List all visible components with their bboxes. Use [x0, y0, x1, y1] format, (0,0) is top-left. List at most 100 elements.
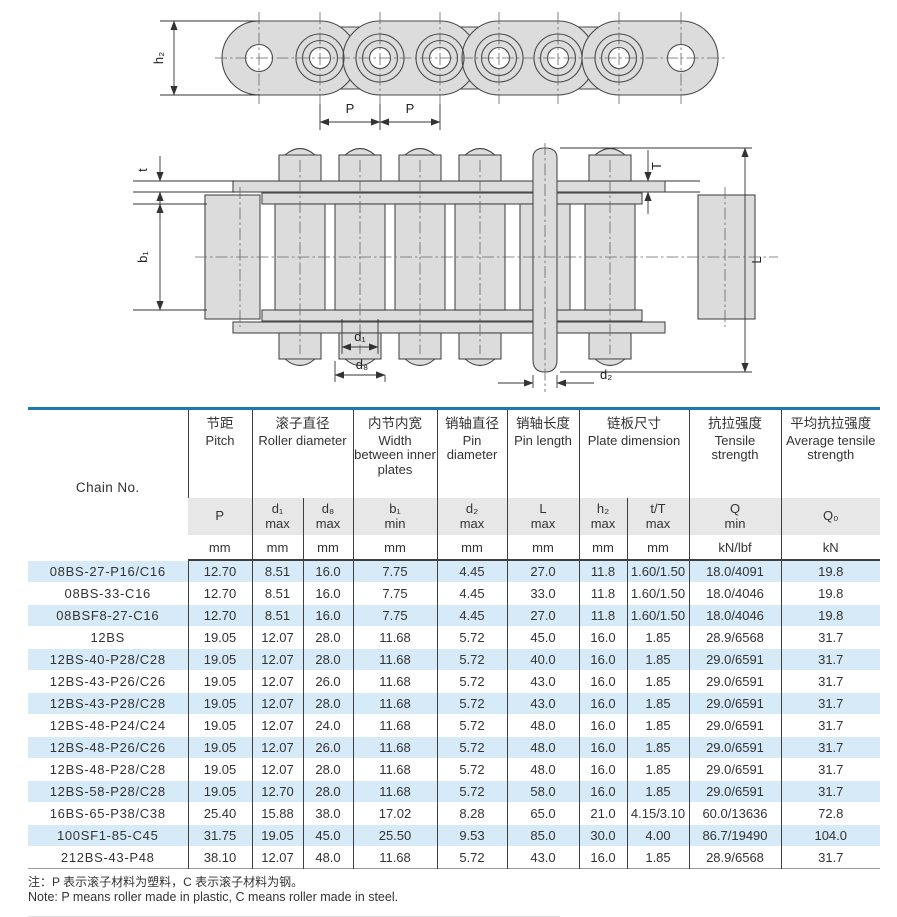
- dim-label-p-left: P: [346, 101, 355, 116]
- value-cell: 16.0: [578, 758, 627, 781]
- unit-cell: mm: [506, 535, 579, 561]
- value-cell: 5.72: [436, 758, 507, 781]
- group-pin-diameter: 销轴直径 Pin diameter: [436, 408, 507, 498]
- dimension-T: T: [644, 150, 700, 214]
- dim-label-t: t: [135, 168, 150, 172]
- dim-label-d1: d₁: [354, 329, 366, 344]
- value-cell: 19.05: [187, 780, 252, 803]
- group-tensile-strength: 抗拉强度 Tensile strength: [688, 408, 781, 498]
- value-cell: 5.72: [436, 780, 507, 803]
- table-row: 12BS 19.05 12.07 28.0 11.68 5.72 45.0 16…: [28, 626, 880, 649]
- unit-cell: mm: [436, 535, 507, 561]
- unit-cell: mm: [251, 535, 303, 561]
- value-cell: 24.0: [302, 714, 353, 737]
- value-cell: 27.0: [506, 604, 579, 627]
- chain-no-cell: 12BS-48-P26/C26: [49, 740, 166, 755]
- value-cell: 40.0: [506, 648, 579, 671]
- value-cell: 19.05: [187, 648, 252, 671]
- value-cell: 1.85: [626, 758, 689, 781]
- value-cell: 7.75: [352, 604, 437, 627]
- table-row: 08BS-27-P16/C16 12.70 8.51 16.0 7.75 4.4…: [28, 560, 880, 583]
- value-cell: 1.85: [626, 736, 689, 759]
- value-cell: 11.68: [352, 714, 437, 737]
- value-cell: 12.07: [251, 846, 303, 869]
- value-cell: 5.72: [436, 648, 507, 671]
- value-cell: 28.0: [302, 626, 353, 649]
- value-cell: 19.05: [251, 824, 303, 847]
- value-cell: 29.0/6591: [688, 758, 781, 781]
- value-cell: 11.68: [352, 780, 437, 803]
- value-cell: 43.0: [506, 670, 579, 693]
- value-cell: 16.0: [578, 736, 627, 759]
- dimension-d1-d8: d₁ d₈: [334, 319, 386, 382]
- bottom-divider: [28, 915, 560, 917]
- dim-label-d8: d₈: [356, 357, 369, 372]
- group-label-en: Pin length: [514, 432, 572, 448]
- centerlines-plan: [195, 143, 778, 392]
- value-cell: 19.05: [187, 692, 252, 715]
- group-label-zh: 销轴直径: [445, 416, 499, 431]
- group-label-en: Plate dimension: [587, 432, 681, 448]
- header-unit-row: mm mm mm mm mm mm mm mm kN/lbf kN: [28, 535, 880, 561]
- value-cell: 5.72: [436, 736, 507, 759]
- chain-plan-view-drawing: t b₁ T L d₁ d₈: [133, 143, 778, 392]
- group-label-en: Tensile strength: [711, 432, 759, 463]
- value-cell: 18.0/4091: [688, 560, 781, 583]
- header-group-row: Chain No. 节距 Pitch 滚子直径 Roller diameter …: [28, 408, 880, 498]
- value-cell: 12.07: [251, 692, 303, 715]
- value-cell: 16.0: [578, 670, 627, 693]
- value-cell: 16.0: [578, 626, 627, 649]
- dim-label-p-right: P: [406, 101, 415, 116]
- value-cell: 11.68: [352, 692, 437, 715]
- value-cell: 19.05: [187, 758, 252, 781]
- value-cell: 31.7: [780, 648, 880, 671]
- value-cell: 26.0: [302, 736, 353, 759]
- table-row: 12BS-48-P28/C28 19.05 12.07 28.0 11.68 5…: [28, 758, 880, 781]
- value-cell: 104.0: [780, 824, 880, 847]
- table-row: 12BS-43-P28/C28 19.05 12.07 28.0 11.68 5…: [28, 692, 880, 715]
- value-cell: 19.8: [780, 560, 880, 583]
- value-cell: 19.05: [187, 736, 252, 759]
- value-cell: 8.28: [436, 802, 507, 825]
- chain-no-cell: 12BS-48-P24/C24: [49, 718, 166, 733]
- value-cell: 19.05: [187, 714, 252, 737]
- value-cell: 48.0: [506, 758, 579, 781]
- corner-header-chain-no: Chain No.: [75, 480, 140, 496]
- value-cell: 30.0: [578, 824, 627, 847]
- value-cell: 12.07: [251, 626, 303, 649]
- unit-cell: mm: [188, 535, 252, 561]
- group-plate-dimension: 链板尺寸 Plate dimension: [578, 408, 689, 498]
- value-cell: 17.02: [352, 802, 437, 825]
- table-row: 08BS-33-C16 12.70 8.51 16.0 7.75 4.45 33…: [28, 582, 880, 605]
- value-cell: 4.45: [436, 582, 507, 605]
- group-label-en: Average tensile strength: [786, 432, 876, 463]
- value-cell: 16.0: [578, 780, 627, 803]
- value-cell: 15.88: [251, 802, 303, 825]
- value-cell: 85.0: [506, 824, 579, 847]
- dim-label-d2: d₂: [600, 367, 612, 382]
- value-cell: 43.0: [506, 692, 579, 715]
- value-cell: 12.07: [251, 736, 303, 759]
- table-row: 12BS-48-P24/C24 19.05 12.07 24.0 11.68 5…: [28, 714, 880, 737]
- value-cell: 18.0/4046: [688, 604, 781, 627]
- symbol-cell: d₂ max: [436, 498, 507, 535]
- value-cell: 8.51: [251, 604, 303, 627]
- value-cell: 1.85: [626, 648, 689, 671]
- value-cell: 12.70: [187, 604, 252, 627]
- value-cell: 16.0: [578, 692, 627, 715]
- value-cell: 21.0: [578, 802, 627, 825]
- value-cell: 8.51: [251, 582, 303, 605]
- value-cell: 29.0/6591: [688, 714, 781, 737]
- value-cell: 11.68: [352, 648, 437, 671]
- value-cell: 16.0: [578, 648, 627, 671]
- value-cell: 45.0: [302, 824, 353, 847]
- table-row: 12BS-43-P26/C26 19.05 12.07 26.0 11.68 5…: [28, 670, 880, 693]
- value-cell: 25.40: [187, 802, 252, 825]
- value-cell: 1.60/1.50: [626, 560, 689, 583]
- dimension-pitch: P P: [319, 101, 441, 130]
- value-cell: 12.07: [251, 714, 303, 737]
- dim-label-h2: h₂: [151, 52, 166, 64]
- dim-label-T: T: [649, 162, 664, 170]
